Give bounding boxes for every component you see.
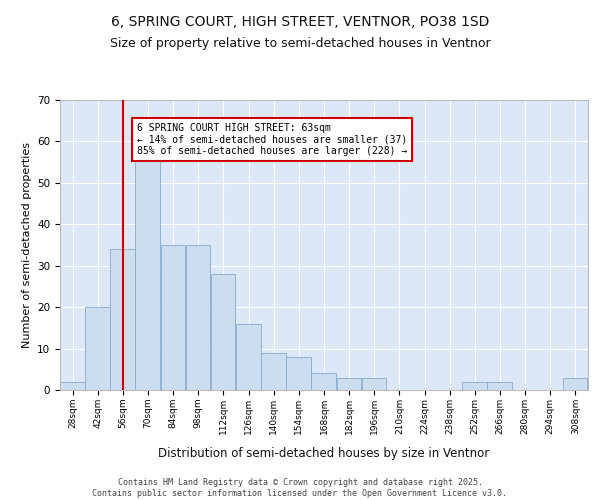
Text: Distribution of semi-detached houses by size in Ventnor: Distribution of semi-detached houses by … <box>158 448 490 460</box>
Bar <box>186 245 211 390</box>
Text: 6 SPRING COURT HIGH STREET: 63sqm
← 14% of semi-detached houses are smaller (37): 6 SPRING COURT HIGH STREET: 63sqm ← 14% … <box>137 123 407 156</box>
Bar <box>110 249 135 390</box>
Text: 6, SPRING COURT, HIGH STREET, VENTNOR, PO38 1SD: 6, SPRING COURT, HIGH STREET, VENTNOR, P… <box>111 15 489 29</box>
Bar <box>462 382 487 390</box>
Bar <box>161 245 185 390</box>
Bar <box>261 352 286 390</box>
Bar <box>311 374 336 390</box>
Bar <box>563 378 587 390</box>
Bar <box>362 378 386 390</box>
Bar <box>337 378 361 390</box>
Text: Size of property relative to semi-detached houses in Ventnor: Size of property relative to semi-detach… <box>110 38 490 51</box>
Bar <box>487 382 512 390</box>
Y-axis label: Number of semi-detached properties: Number of semi-detached properties <box>22 142 32 348</box>
Bar <box>60 382 85 390</box>
Bar <box>286 357 311 390</box>
Bar <box>236 324 260 390</box>
Bar <box>85 307 110 390</box>
Text: Contains HM Land Registry data © Crown copyright and database right 2025.
Contai: Contains HM Land Registry data © Crown c… <box>92 478 508 498</box>
Bar <box>136 154 160 390</box>
Bar <box>211 274 235 390</box>
